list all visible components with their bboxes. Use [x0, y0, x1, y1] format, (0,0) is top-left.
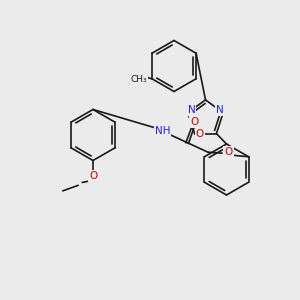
Text: NH: NH	[155, 126, 170, 136]
Text: N: N	[188, 105, 195, 116]
Text: CH₃: CH₃	[130, 75, 147, 84]
Text: O: O	[89, 171, 97, 182]
Text: N: N	[216, 105, 224, 116]
Text: O: O	[224, 147, 232, 157]
Text: O: O	[196, 128, 204, 139]
Text: O: O	[190, 117, 199, 127]
